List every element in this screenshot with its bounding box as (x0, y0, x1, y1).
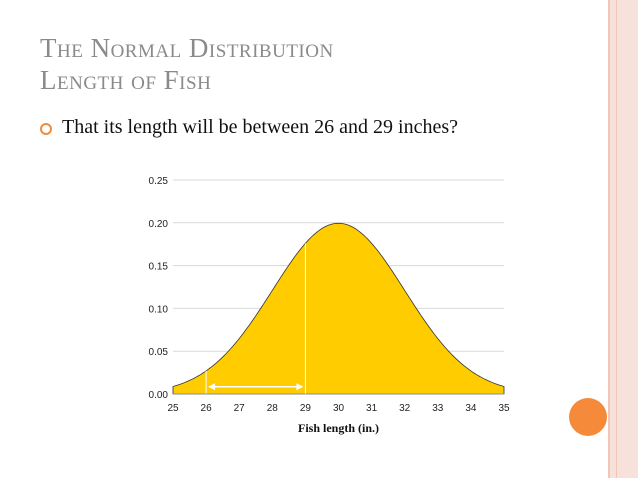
x-tick-label: 32 (399, 403, 411, 414)
y-tick-label: 0.10 (149, 304, 169, 315)
slide-border-decoration (608, 0, 638, 478)
title-line-1: The Normal Distribution (40, 33, 334, 63)
x-tick-label: 35 (498, 403, 510, 414)
range-arrow-head-right (296, 383, 304, 391)
area-layer (172, 222, 505, 395)
y-tick-label: 0.05 (149, 347, 169, 358)
title-line-2: Length of Fish (40, 65, 212, 95)
bullet-text: That its length will be between 26 and 2… (62, 116, 459, 138)
y-tick-label: 0.20 (149, 219, 169, 230)
y-tick-label: 0.00 (149, 390, 169, 401)
x-tick-label: 27 (234, 403, 246, 414)
x-tick-label: 26 (201, 403, 213, 414)
range-arrow-head-left (208, 383, 216, 391)
y-tick-label: 0.15 (149, 262, 169, 273)
decorative-orange-dot (569, 398, 607, 436)
x-tick-label: 25 (167, 403, 179, 414)
y-tick-label: 0.25 (149, 176, 169, 187)
x-tick-label: 29 (300, 403, 312, 414)
x-tick-label: 31 (366, 403, 378, 414)
axis-layer: 0.00 0.05 0.10 0.15 0.20 0.25 25 26 27 28 29 30 31 32… (149, 176, 510, 414)
annotation-layer (205, 243, 306, 394)
slide-title: The Normal Distribution Length of Fish (40, 32, 580, 96)
x-tick-label: 34 (465, 403, 477, 414)
bullet-item: That its length will be between 26 and 2… (40, 116, 458, 139)
x-tick-label: 28 (267, 403, 279, 414)
distribution-area (172, 222, 505, 395)
bullet-circle-icon (40, 123, 52, 135)
x-axis-label: Fish length (in.) (298, 421, 379, 435)
x-tick-label: 30 (333, 403, 345, 414)
x-tick-label: 33 (432, 403, 444, 414)
